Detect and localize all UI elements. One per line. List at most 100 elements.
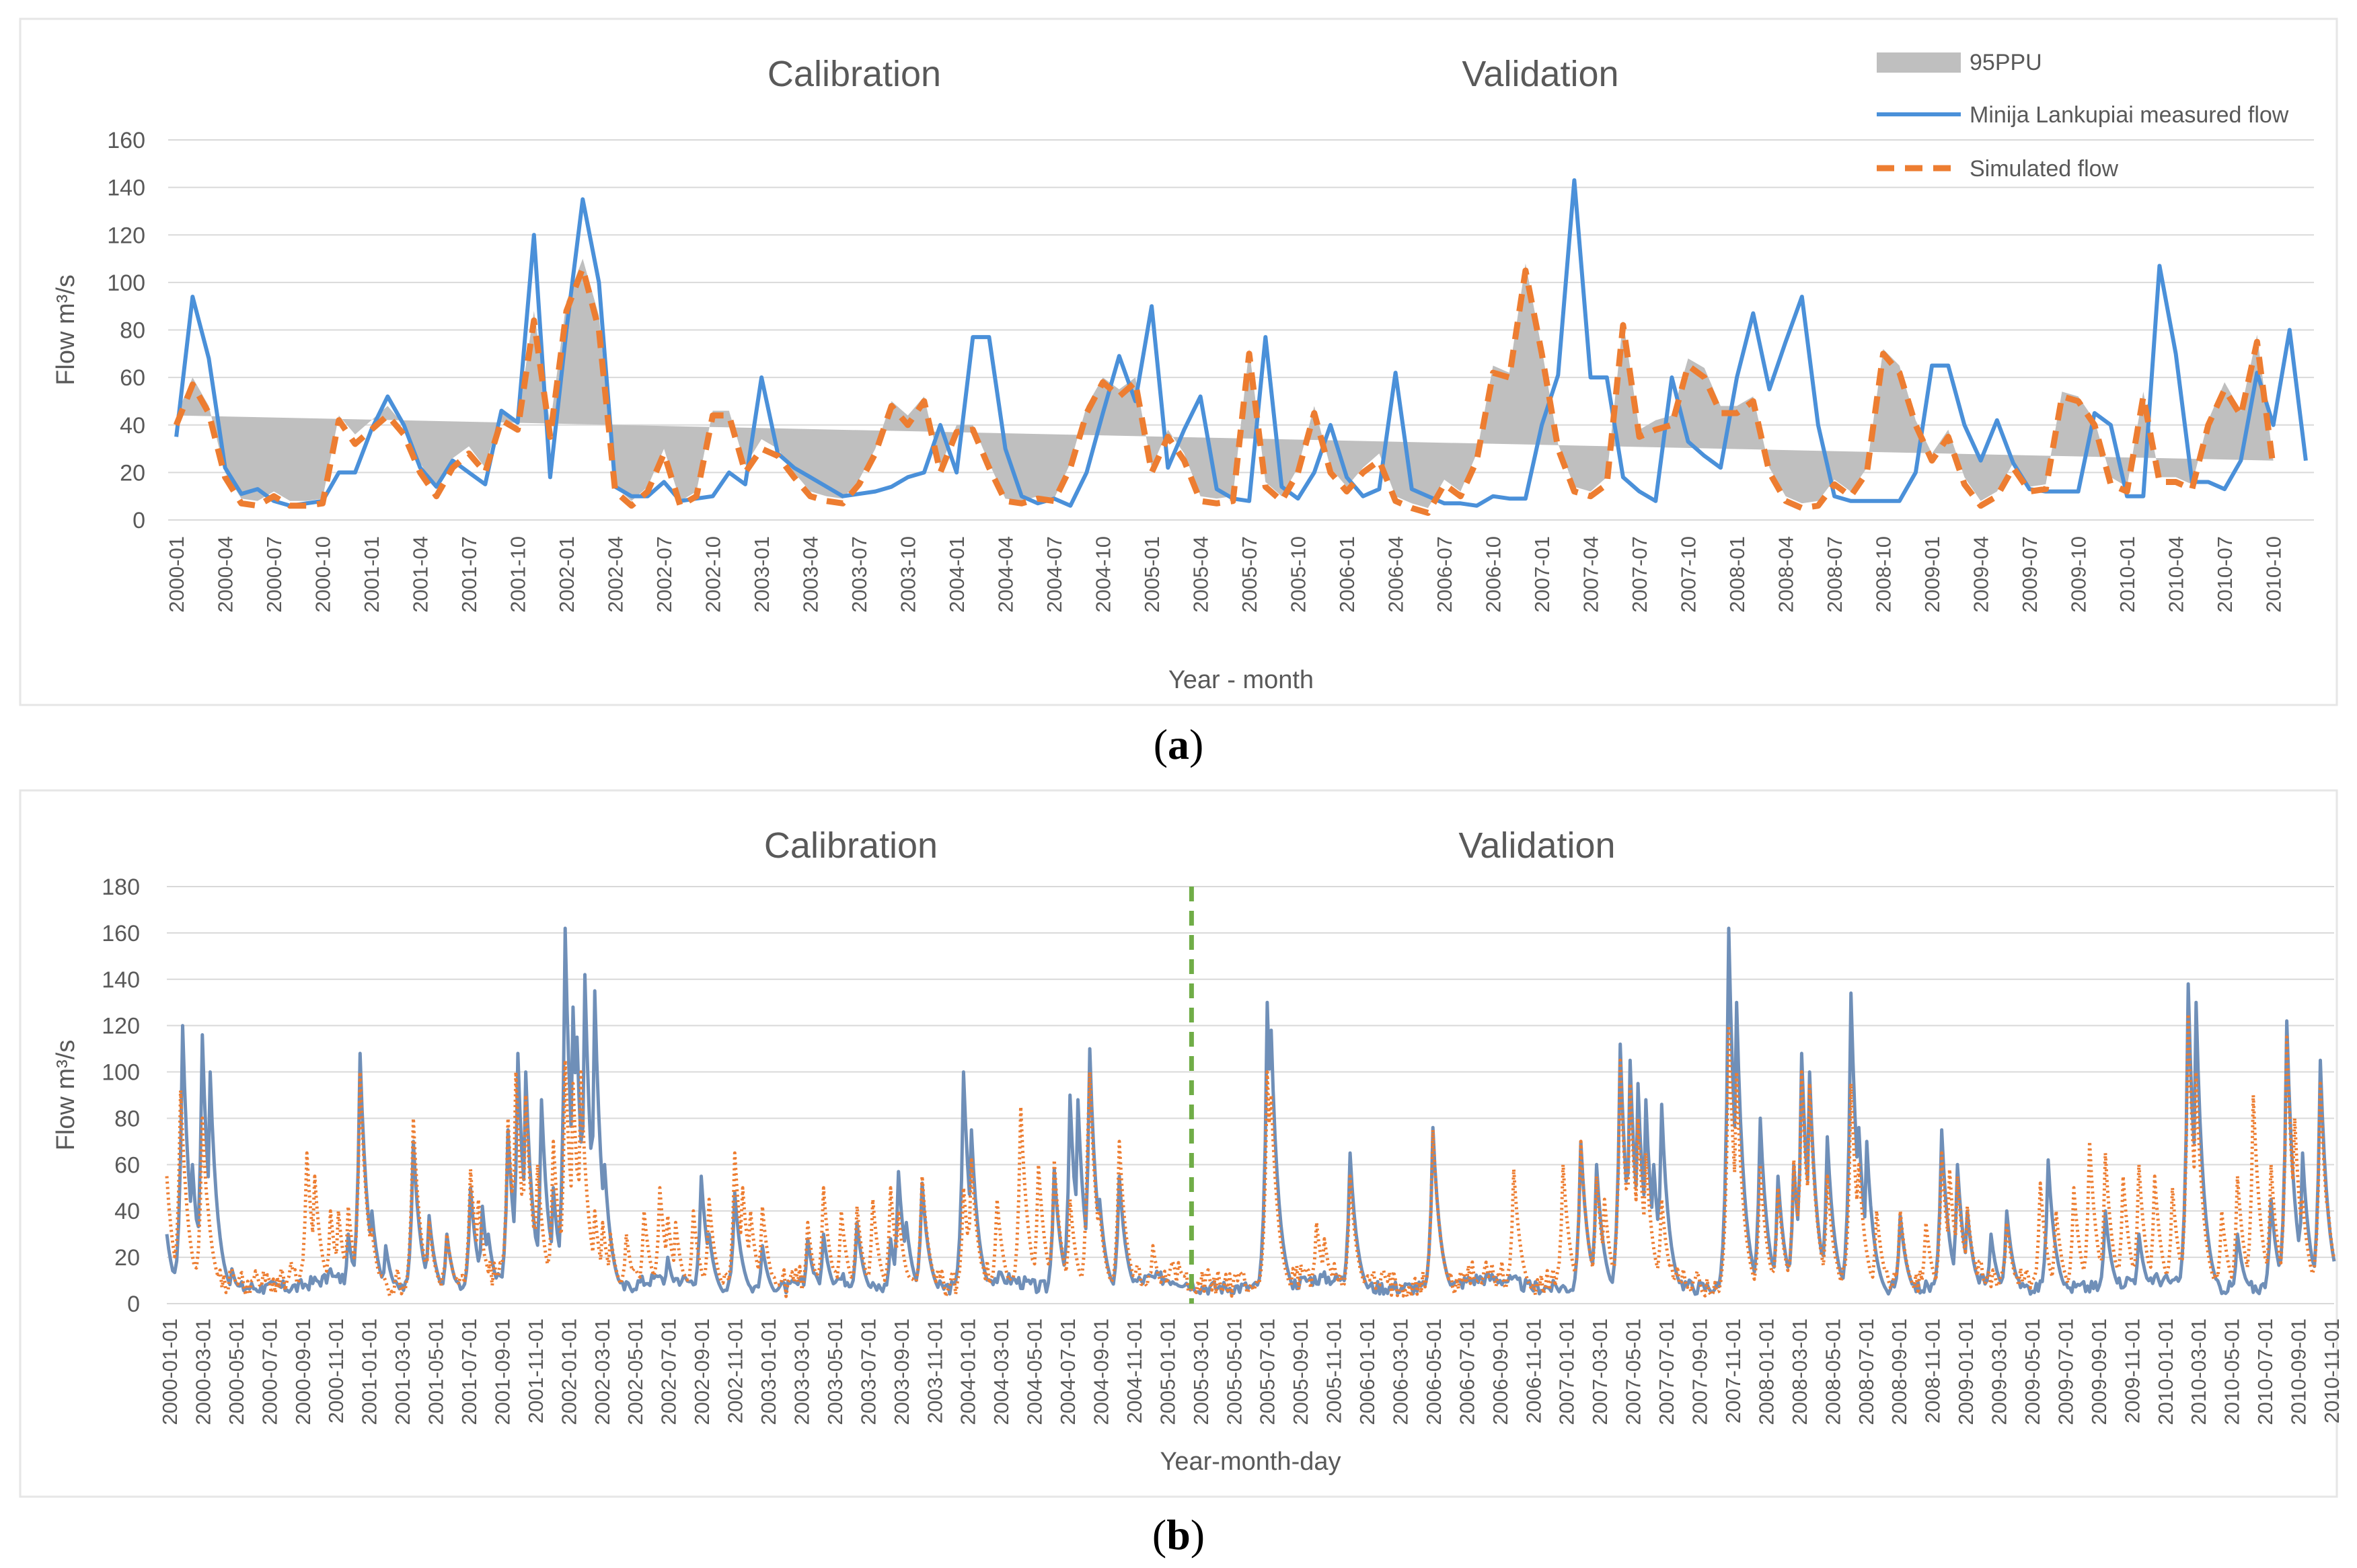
b-xtick-label: 2010-09-01 [2287,1318,2311,1425]
a-xtick-label: 2008-01 [1725,536,1749,613]
b-ytick-label: 80 [114,1106,140,1131]
b-ytick-label: 0 [127,1292,140,1317]
a-95ppu-band [176,258,2274,509]
b-xtick-label: 2004-05-01 [1023,1318,1047,1425]
a-ytick-label: 40 [120,413,145,439]
a-xtick-label: 2004-01 [945,536,969,613]
b-xtick-label: 2000-03-01 [191,1318,215,1425]
b-xtick-label: 2003-03-01 [790,1318,813,1425]
b-xtick-label: 2001-01-01 [358,1318,381,1425]
a-xtick-label: 2001-01 [360,536,383,613]
b-xtick-label: 2006-07-01 [1455,1318,1479,1425]
a-xtick-label: 2000-07 [262,536,286,613]
a-xtick-label: 2002-07 [652,536,676,613]
a-xtick-label: 2001-07 [457,536,481,613]
b-xtick-label: 2005-09-01 [1289,1318,1312,1425]
a-legend-band-label: 95PPU [1970,50,2042,75]
b-xtick-label: 2002-09-01 [690,1318,714,1425]
b-ytick-label: 120 [102,1014,140,1039]
a-xtick-label: 2005-07 [1238,536,1261,613]
a-y-axis-title: Flow m³/s [52,274,80,385]
b-xtick-label: 2007-07-01 [1655,1318,1678,1425]
b-xtick-label: 2003-05-01 [823,1318,847,1425]
b-xtick-label: 2000-07-01 [258,1318,281,1425]
chart-a: 0 20 40 60 80 100 120 140 160 2000-01 2000-04 2000-… [52,50,2314,694]
b-calibration-title: Calibration [764,825,938,866]
b-xtick-label: 2001-03-01 [391,1318,414,1425]
a-xtick-label: 2009-07 [2018,536,2042,613]
a-xtick-label: 2008-04 [1774,536,1798,613]
b-xtick-label: 2009-11-01 [2120,1318,2144,1423]
b-xtick-label: 2004-01-01 [957,1318,980,1425]
b-xtick-label: 2004-07-01 [1056,1318,1080,1425]
a-ytick-label: 0 [133,508,145,533]
a-xtick-label: 2002-01 [555,536,578,613]
b-ytick-label: 100 [102,1060,140,1086]
b-xtick-label: 2006-01-01 [1355,1318,1379,1425]
b-xtick-label: 2006-03-01 [1389,1318,1413,1425]
b-xtick-label: 2004-11-01 [1123,1318,1146,1423]
b-xtick-label: 2007-09-01 [1688,1318,1712,1425]
b-xtick-label: 2002-07-01 [657,1318,681,1425]
b-xtick-label: 2005-05-01 [1222,1318,1246,1425]
a-xtick-label: 2000-01 [165,536,188,613]
b-xtick-label: 2001-11-01 [524,1318,548,1423]
a-xtick-label: 2003-07 [848,536,871,613]
a-xtick-label: 2007-10 [1677,536,1700,613]
a-ytick-label: 120 [107,223,145,248]
a-legend-band-swatch [1877,52,1961,73]
a-simulated-flow-line [173,265,2277,516]
b-xtick-label: 2006-11-01 [1522,1318,1545,1423]
b-x-axis-title: Year-month-day [1160,1448,1341,1476]
b-xtick-label: 2009-01-01 [1954,1318,1978,1425]
a-xtick-label: 2002-10 [702,536,725,613]
a-xtick-label: 2010-04 [2165,536,2188,613]
a-xtick-label: 2004-10 [1092,536,1115,613]
b-xtick-label: 2010-07-01 [2253,1318,2277,1425]
a-xtick-label: 2007-07 [1628,536,1651,613]
b-xtick-label: 2005-07-01 [1256,1318,1279,1425]
b-xtick-label: 2007-03-01 [1588,1318,1612,1425]
b-xtick-label: 2007-11-01 [1721,1318,1745,1423]
b-xtick-label: 2005-01-01 [1156,1318,1179,1425]
a-x-axis-title: Year - month [1168,666,1314,694]
a-validation-title: Validation [1462,54,1618,94]
b-xtick-label: 2001-09-01 [490,1318,514,1425]
b-xtick-label: 2003-07-01 [856,1318,880,1425]
a-xtick-label: 2007-04 [1579,536,1603,613]
a-xtick-label: 2003-01 [750,536,774,613]
b-xtick-label: 2007-01-01 [1555,1318,1579,1425]
b-xtick-label: 2008-03-01 [1788,1318,1811,1425]
a-legend: 95PPU Minija Lankupiai measured flow Simul… [1877,50,2289,182]
a-ytick-label: 160 [107,128,145,153]
a-xtick-label: 2009-10 [2067,536,2091,613]
b-xtick-label: 2005-03-01 [1189,1318,1213,1425]
a-xtick-label: 2001-10 [507,536,530,613]
b-measured-flow-line [165,926,2336,1296]
a-xtick-label: 2006-07 [1433,536,1456,613]
b-validation-title: Validation [1458,825,1615,866]
b-xtick-label: 2003-01-01 [757,1318,780,1425]
a-ytick-label: 140 [107,176,145,201]
b-xtick-label: 2008-11-01 [1921,1318,1945,1423]
b-ytick-label: 140 [102,967,140,993]
a-xtick-label: 2010-01 [2116,536,2139,613]
b-xtick-label: 2009-09-01 [2087,1318,2111,1425]
a-xtick-label: 2002-04 [604,536,628,613]
a-xtick-label: 2008-10 [1872,536,1896,613]
a-xtick-label: 2007-01 [1530,536,1554,613]
b-xtick-label: 2010-11-01 [2320,1318,2344,1423]
a-xtick-label: 2010-07 [2213,536,2237,613]
b-xtick-label: 2002-11-01 [724,1318,747,1423]
a-ytick-label: 80 [120,318,145,344]
b-ytick-label: 20 [114,1245,140,1271]
b-xtick-label: 2008-07-01 [1855,1318,1878,1425]
b-xtick-label: 2003-11-01 [923,1318,946,1423]
b-xtick-label: 2009-05-01 [2021,1318,2044,1425]
b-ytick-label: 60 [114,1152,140,1178]
b-xtick-label: 2001-05-01 [424,1318,448,1425]
a-xtick-label: 2006-04 [1384,536,1408,613]
b-xtick-label: 2010-03-01 [2187,1318,2210,1425]
b-simulated-flow-line [165,1012,2336,1299]
